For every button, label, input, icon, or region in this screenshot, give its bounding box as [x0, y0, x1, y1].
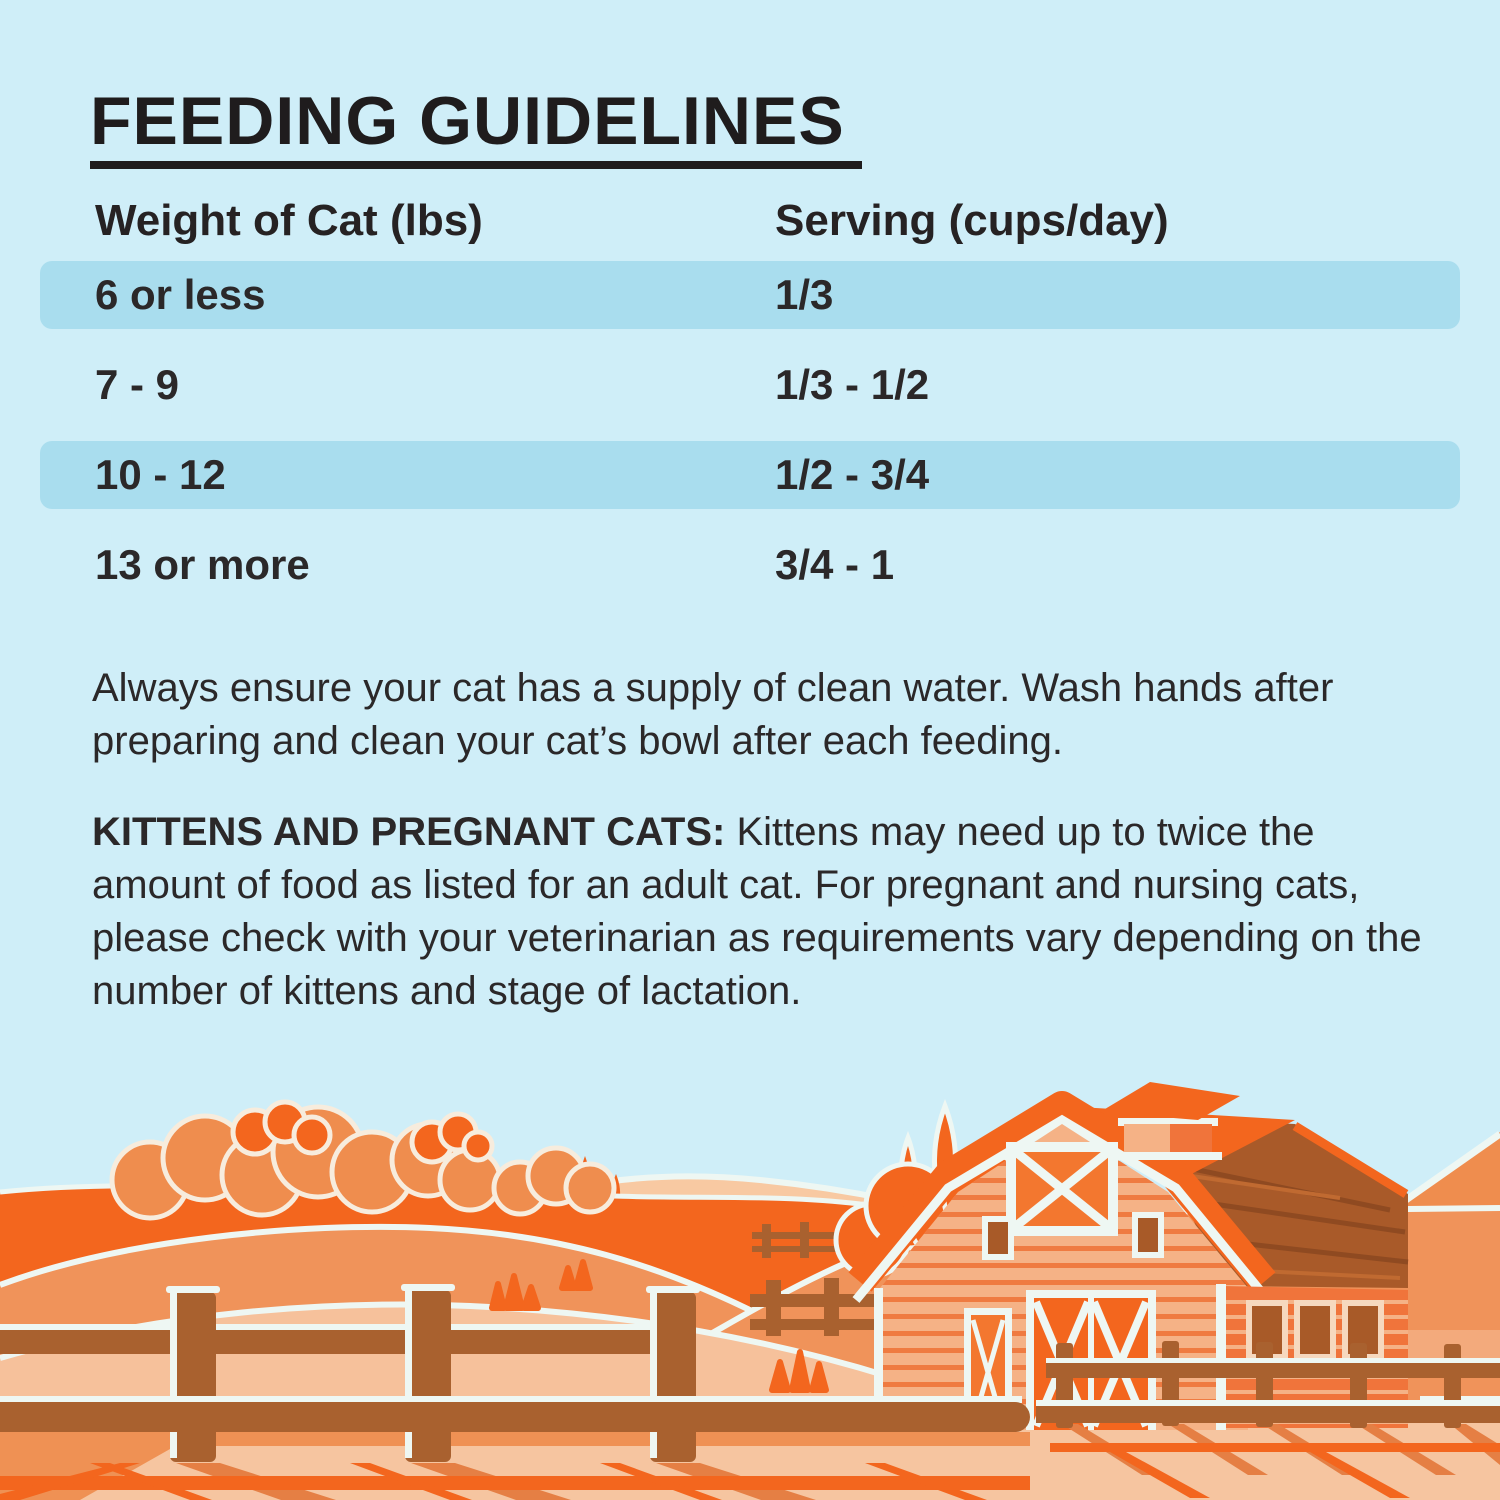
cell-weight: 13 or more [95, 541, 310, 588]
title-underline [90, 161, 862, 169]
cell-weight: 7 - 9 [95, 361, 180, 408]
cell-serving: 1/2 - 3/4 [775, 451, 930, 498]
cell-serving: 3/4 - 1 [775, 541, 895, 588]
note-clean-water: Always ensure your cat has a supply of c… [92, 666, 1334, 763]
ground [0, 1330, 1500, 1500]
cell-serving: 1/3 [775, 271, 834, 318]
page-title: FEEDING GUIDELINES [90, 83, 845, 159]
barn-loft-window [1006, 1142, 1118, 1236]
barn-window [982, 1216, 1014, 1260]
cell-weight: 6 or less [95, 271, 266, 318]
barn-front-roof [848, 1091, 1276, 1292]
column-header-weight: Weight of Cat (lbs) [95, 196, 483, 245]
barn-fence [1036, 1341, 1500, 1428]
table-row: 10 - 12 1/2 - 3/4 [40, 441, 1460, 509]
middle-fence [750, 1278, 882, 1336]
note-kittens-label: KITTENS AND PREGNANT CATS: [92, 810, 726, 854]
barn-roof-trim [852, 1114, 1272, 1303]
cell-weight: 10 - 12 [95, 451, 226, 498]
grass-tufts [489, 1259, 829, 1393]
table-row: 13 or more 3/4 - 1 [40, 531, 1460, 599]
table-row: 7 - 9 1/3 - 1/2 [40, 351, 1460, 419]
barn-window [1294, 1300, 1336, 1360]
farm-illustration [0, 1082, 1500, 1500]
barn-cupola [1100, 1082, 1240, 1160]
bushes [109, 1104, 617, 1221]
bright-tree-tops [230, 1099, 495, 1165]
table-row: 6 or less 1/3 [40, 261, 1460, 329]
cell-serving: 1/3 - 1/2 [775, 361, 930, 408]
foreground-fence [0, 1284, 1030, 1462]
column-header-serving: Serving (cups/day) [775, 196, 1169, 245]
note-kittens-pregnant: KITTENS AND PREGNANT CATS: Kittens may n… [92, 806, 1442, 1018]
fence-shadows [0, 1424, 1500, 1500]
barn-window [1132, 1212, 1164, 1258]
note-kittens-text: Kittens may need up to twice the amount … [92, 810, 1422, 1013]
